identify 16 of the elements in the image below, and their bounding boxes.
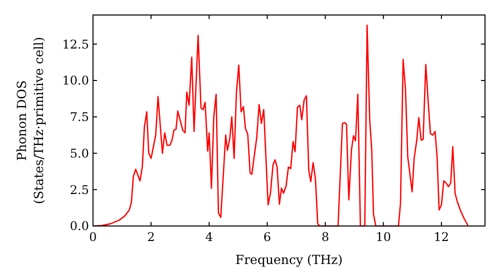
y-axis-title: Phonon DOS (States/THz·primitive cell) [14, 36, 46, 204]
x-tick-label: 12 [434, 230, 450, 244]
line-series [92, 24, 469, 227]
y-tick-label: 5.0 [70, 146, 89, 160]
y-tick-label: 10.0 [62, 74, 89, 88]
x-tick-label: 8 [321, 230, 330, 244]
y-tick-label: 7.5 [70, 110, 89, 124]
x-tick-label: 6 [263, 230, 272, 244]
x-tick-label: 0 [89, 230, 97, 244]
x-tick-label: 10 [376, 230, 392, 244]
x-tick-label: 4 [205, 230, 214, 244]
x-axis-title: Frequency (THz) [235, 252, 343, 267]
x-tick-label: 2 [147, 230, 155, 244]
y-tick-label: 12.5 [62, 37, 89, 52]
y-tick-label: 2.5 [70, 182, 89, 197]
y-tick-label: 0.0 [70, 219, 89, 234]
